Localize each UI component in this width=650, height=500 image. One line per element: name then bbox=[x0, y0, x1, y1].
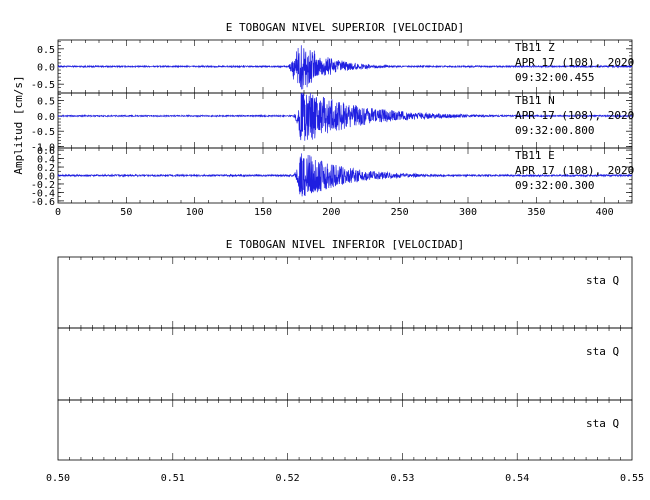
date-label: APR 17 (108), 2020 bbox=[515, 56, 634, 69]
x-tick-label: 0.53 bbox=[390, 473, 414, 484]
station-label: sta Q bbox=[586, 274, 619, 287]
bottom-panel-3: sta Q bbox=[57, 399, 633, 461]
y-tick-label: 0.4 bbox=[37, 155, 55, 166]
y-tick-label: 0.5 bbox=[37, 97, 55, 108]
station-label: sta Q bbox=[586, 417, 619, 430]
time-label: 09:32:00.455 bbox=[515, 71, 594, 84]
y-tick-label: -0.4 bbox=[31, 188, 55, 199]
x-tick-label: 0.54 bbox=[505, 473, 529, 484]
waveform-trace bbox=[57, 153, 633, 197]
time-label: 09:32:00.800 bbox=[515, 124, 594, 137]
panel-frame bbox=[57, 399, 633, 461]
waveform-trace bbox=[57, 92, 633, 141]
top-panel-n: 0.5 0.0 -0.5 -1.0 TB11 N APR 17 (108), 2020 09… bbox=[31, 92, 634, 153]
top-chart: 0.5 0.0 -0.5 TB11 Z APR 17 (108), 2020 09:32:… bbox=[31, 39, 634, 218]
x-tick-label: 0.52 bbox=[276, 473, 300, 484]
y-tick-label: 0.6 bbox=[37, 146, 55, 157]
waveform-trace bbox=[57, 45, 633, 90]
bottom-chart: sta Q sta Q sta Q 0.50 0.51 0.52 0.53 0.54 0.55 bbox=[46, 256, 644, 484]
x-tick-label: 200 bbox=[322, 207, 340, 218]
x-tick-label: 150 bbox=[254, 207, 272, 218]
time-label: 09:32:00.300 bbox=[515, 179, 594, 192]
x-tick-label: 0.51 bbox=[161, 473, 185, 484]
station-label: sta Q bbox=[586, 345, 619, 358]
panel-frame bbox=[57, 327, 633, 401]
y-tick-label: -0.6 bbox=[31, 197, 55, 208]
x-tick-label: 0 bbox=[55, 207, 61, 218]
y-tick-label: -0.5 bbox=[31, 127, 55, 138]
station-label: TB11 N bbox=[515, 94, 555, 107]
date-label: APR 17 (108), 2020 bbox=[515, 164, 634, 177]
y-tick-label: 0.2 bbox=[37, 163, 55, 174]
x-tick-label: 250 bbox=[391, 207, 409, 218]
x-tick-label: 100 bbox=[186, 207, 204, 218]
x-tick-label: 350 bbox=[527, 207, 545, 218]
panel-frame bbox=[57, 256, 633, 329]
x-tick-label: 0.50 bbox=[46, 473, 70, 484]
date-label: APR 17 (108), 2020 bbox=[515, 109, 634, 122]
y-tick-label: -0.2 bbox=[31, 180, 55, 191]
top-panel-z: 0.5 0.0 -0.5 TB11 Z APR 17 (108), 2020 09:32:… bbox=[31, 39, 634, 94]
y-tick-label: 0.0 bbox=[37, 63, 55, 74]
x-tick-label: 400 bbox=[596, 207, 614, 218]
y-tick-label: 0.0 bbox=[37, 172, 55, 183]
y-tick-label: -1.0 bbox=[31, 142, 55, 153]
y-tick-label: -0.5 bbox=[31, 80, 55, 91]
station-label: TB11 E bbox=[515, 149, 555, 162]
x-tick-label: 300 bbox=[459, 207, 477, 218]
top-chart-title: E TOBOGAN NIVEL SUPERIOR [VELOCIDAD] bbox=[226, 21, 464, 34]
station-label: TB11 Z bbox=[515, 41, 555, 54]
bottom-panel-1: sta Q bbox=[57, 256, 633, 329]
y-tick-label: 0.0 bbox=[37, 112, 55, 123]
x-tick-label: 50 bbox=[120, 207, 132, 218]
x-tick-label: 0.55 bbox=[620, 473, 644, 484]
top-y-axis-label: Amplitud [cm/s] bbox=[12, 75, 25, 174]
bottom-panel-2: sta Q bbox=[57, 327, 633, 401]
bottom-chart-title: E TOBOGAN NIVEL INFERIOR [VELOCIDAD] bbox=[226, 238, 464, 251]
y-tick-label: 0.5 bbox=[37, 45, 55, 56]
top-panel-e: 0.60.40.20.0-0.2-0.4-0.6 TB11 E APR 17 (10… bbox=[31, 146, 634, 208]
